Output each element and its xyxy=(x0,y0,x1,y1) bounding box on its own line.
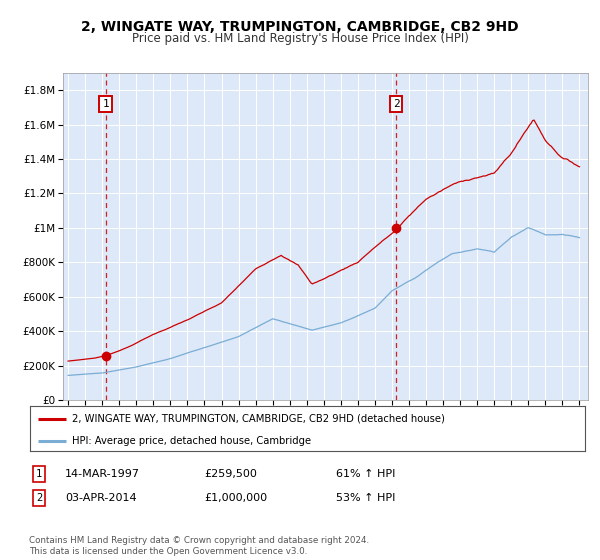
Text: 1: 1 xyxy=(102,99,109,109)
Text: £1,000,000: £1,000,000 xyxy=(204,493,267,503)
Text: 2, WINGATE WAY, TRUMPINGTON, CAMBRIDGE, CB2 9HD: 2, WINGATE WAY, TRUMPINGTON, CAMBRIDGE, … xyxy=(81,20,519,34)
Text: 53% ↑ HPI: 53% ↑ HPI xyxy=(336,493,395,503)
Text: Contains HM Land Registry data © Crown copyright and database right 2024.
This d: Contains HM Land Registry data © Crown c… xyxy=(29,536,369,556)
Text: 14-MAR-1997: 14-MAR-1997 xyxy=(65,469,140,479)
Text: 1: 1 xyxy=(36,469,42,479)
Text: 2: 2 xyxy=(393,99,400,109)
Text: 2: 2 xyxy=(36,493,42,503)
Text: 03-APR-2014: 03-APR-2014 xyxy=(65,493,136,503)
Text: 61% ↑ HPI: 61% ↑ HPI xyxy=(336,469,395,479)
Text: £259,500: £259,500 xyxy=(204,469,257,479)
Text: 2, WINGATE WAY, TRUMPINGTON, CAMBRIDGE, CB2 9HD (detached house): 2, WINGATE WAY, TRUMPINGTON, CAMBRIDGE, … xyxy=(71,413,445,423)
Text: Price paid vs. HM Land Registry's House Price Index (HPI): Price paid vs. HM Land Registry's House … xyxy=(131,32,469,45)
Text: HPI: Average price, detached house, Cambridge: HPI: Average price, detached house, Camb… xyxy=(71,436,311,446)
